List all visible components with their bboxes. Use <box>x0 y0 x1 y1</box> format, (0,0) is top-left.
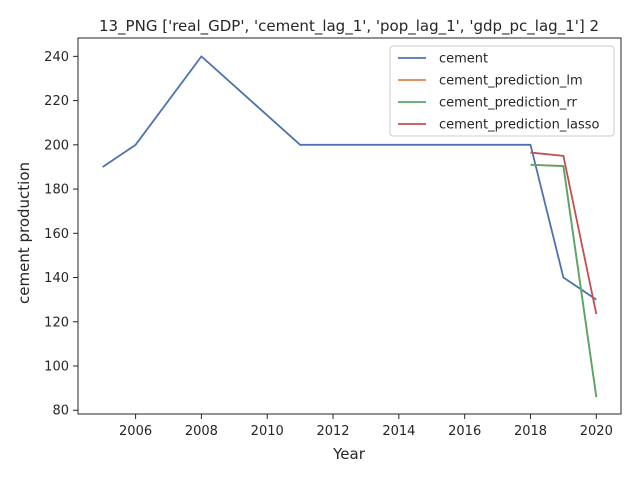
x-tick-label: 2012 <box>316 424 349 439</box>
legend: cement cement_prediction_lm cement_predict… <box>389 45 615 137</box>
x-tick-label: 2006 <box>119 424 152 439</box>
series-line-cement-prediction-lasso <box>530 151 598 315</box>
y-tick-label: 100 <box>44 360 69 375</box>
x-tick-label: 2018 <box>514 424 547 439</box>
y-tick-label: 80 <box>52 404 69 419</box>
y-tick-label: 220 <box>44 94 69 109</box>
series-line-cement <box>102 55 597 301</box>
legend-box <box>389 45 615 137</box>
x-tick-label: 2008 <box>185 424 218 439</box>
legend-label: cement <box>439 52 488 67</box>
y-axis-label: cement production <box>15 162 33 304</box>
x-tick-label: 2014 <box>382 424 415 439</box>
y-tick-label: 120 <box>44 315 69 330</box>
chart-title: 13_PNG ['real_GDP', 'cement_lag_1', 'pop… <box>99 17 599 36</box>
y-tick-label: 180 <box>44 183 69 198</box>
y-tick-label: 140 <box>44 271 69 286</box>
series-lines <box>102 55 598 398</box>
axis-ticks: 2006 2008 2010 2012 2014 2016 2018 2020 80 100 120… <box>44 50 613 439</box>
y-tick-label: 240 <box>44 50 69 65</box>
y-tick-label: 160 <box>44 227 69 242</box>
legend-label: cement_prediction_lm <box>439 74 583 89</box>
x-tick-label: 2020 <box>580 424 613 439</box>
y-tick-label: 200 <box>44 138 69 153</box>
plot-frame <box>77 37 622 415</box>
x-tick-label: 2010 <box>251 424 284 439</box>
x-axis-label: Year <box>332 445 366 463</box>
legend-label: cement_prediction_rr <box>439 96 577 111</box>
series-line-cement-prediction-rr <box>530 163 598 398</box>
legend-label: cement_prediction_lasso <box>439 118 599 133</box>
series-line-cement-prediction-lm <box>530 163 598 398</box>
x-tick-label: 2016 <box>448 424 481 439</box>
